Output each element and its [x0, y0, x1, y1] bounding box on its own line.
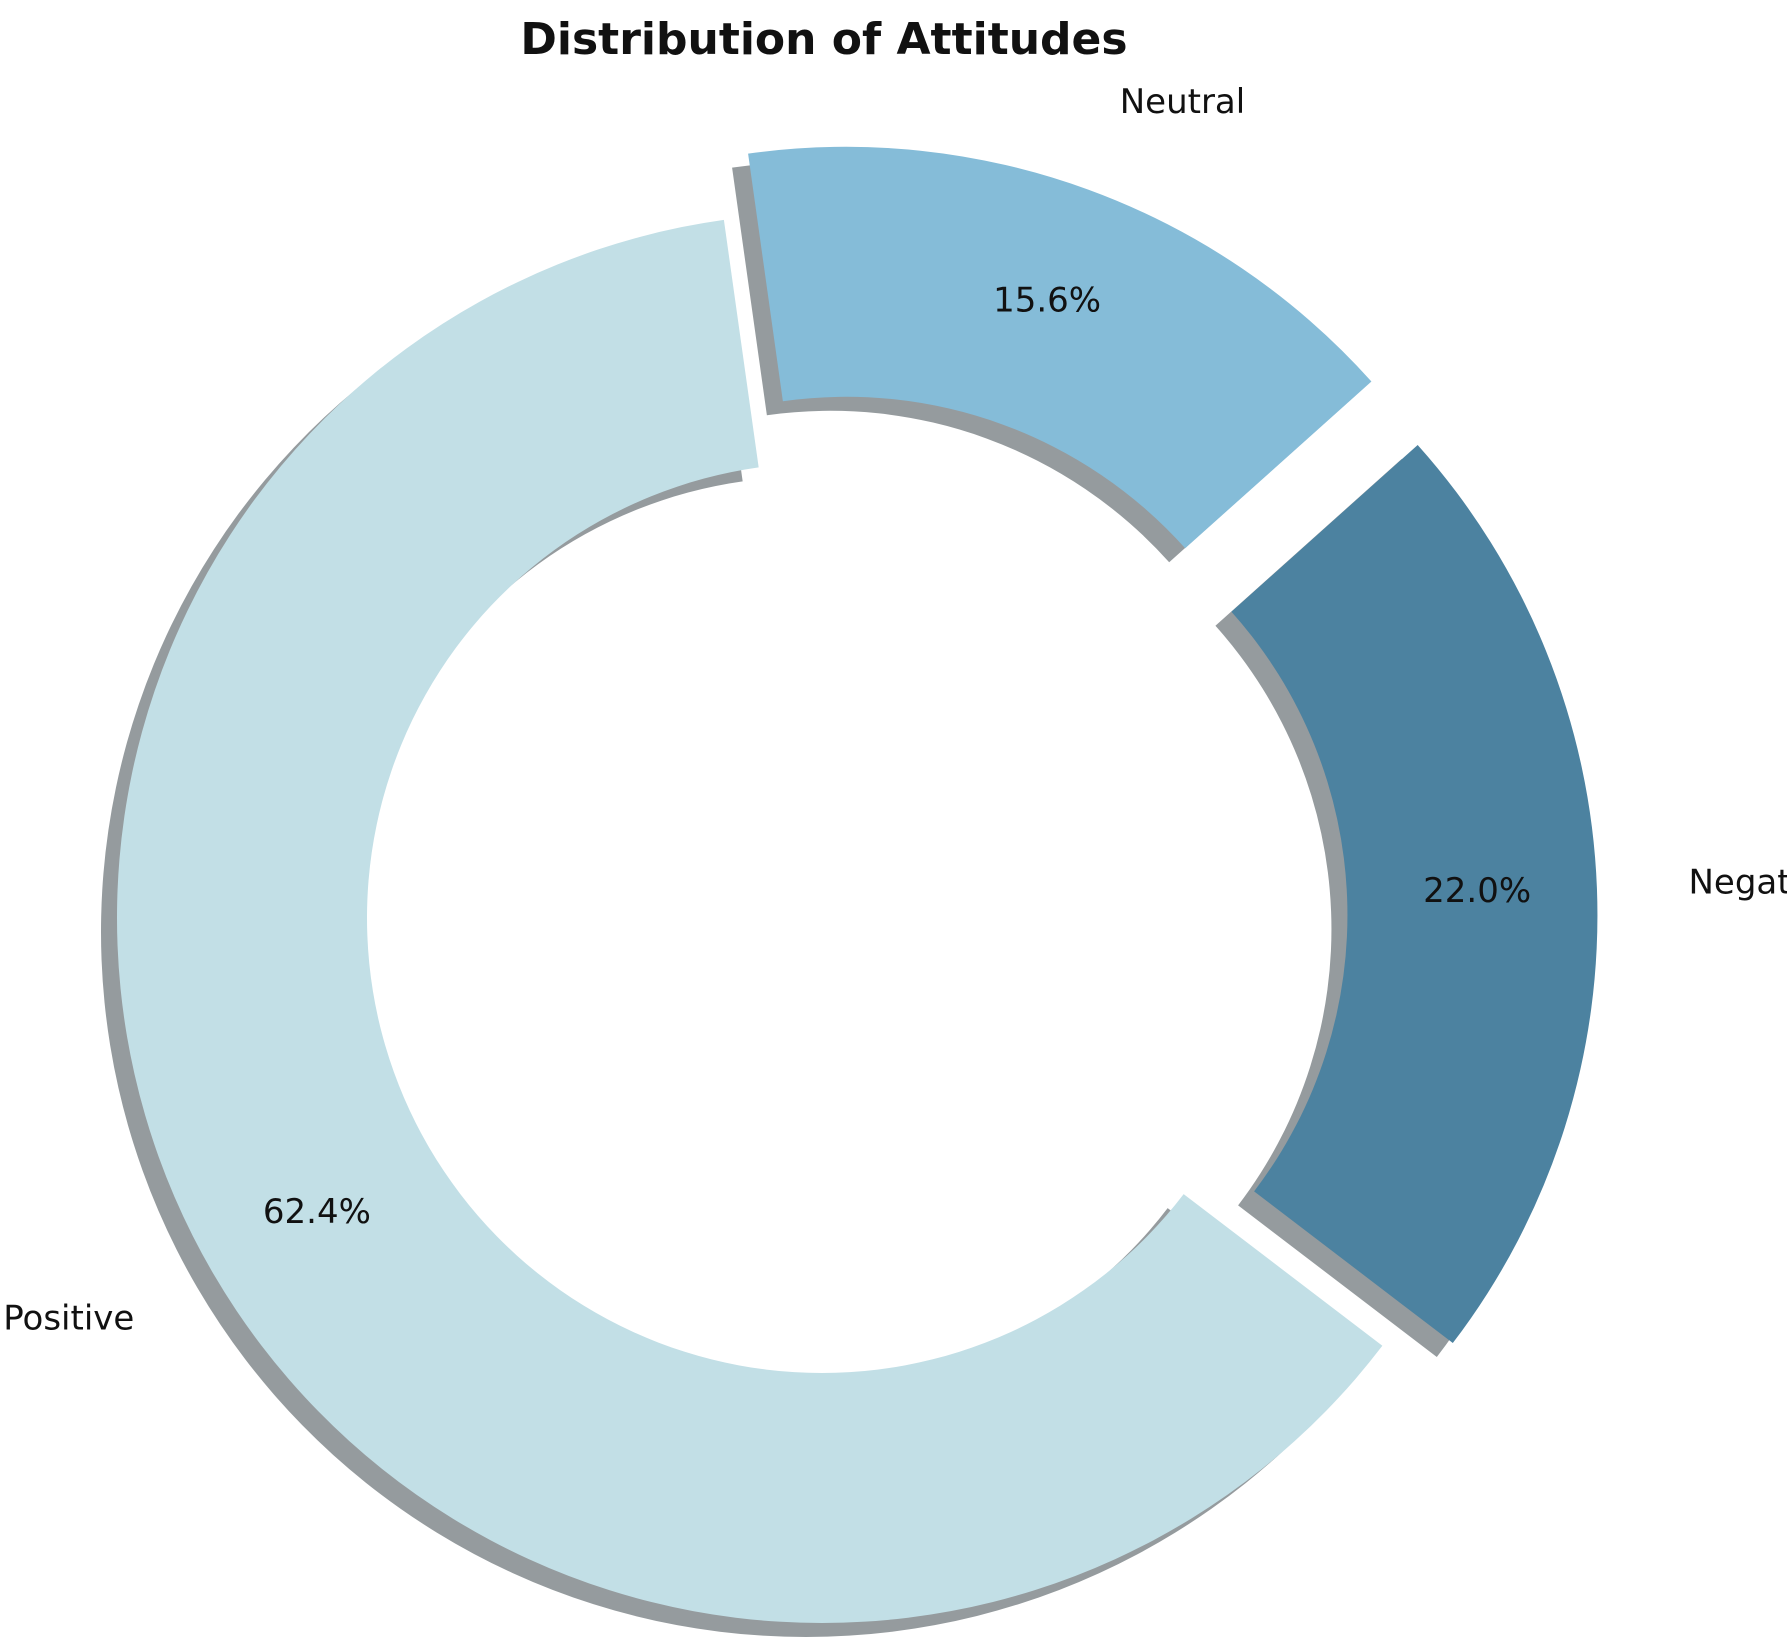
value-label: 15.6%	[993, 281, 1101, 321]
wedge	[1231, 444, 1598, 1344]
wedge	[116, 219, 1383, 1624]
wedge	[748, 146, 1372, 549]
category-label: Positive	[3, 1299, 134, 1339]
category-label: Neutral	[1120, 82, 1246, 122]
value-label: 62.4%	[263, 1192, 371, 1232]
category-label: Negative	[1688, 863, 1787, 903]
value-label: 22.0%	[1423, 871, 1531, 911]
chart-title: Distribution of Attitudes	[520, 14, 1127, 65]
